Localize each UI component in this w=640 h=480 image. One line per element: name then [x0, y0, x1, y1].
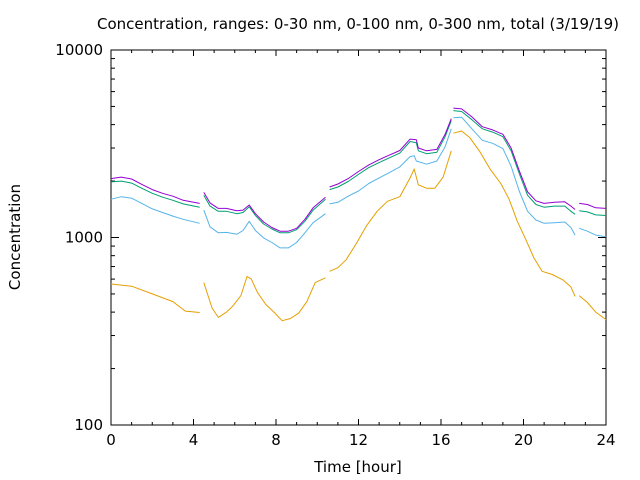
x-axis: 0 4 8 12 16 20 24	[106, 50, 616, 449]
series-3-segment-4	[579, 202, 607, 209]
x-tick-label: 20	[514, 431, 533, 449]
y-tick-label: 100	[74, 416, 103, 434]
series-0-segment-4	[578, 295, 607, 321]
x-tick-label: 12	[349, 431, 368, 449]
series-1-segment-3	[453, 116, 576, 236]
x-tick-label: 24	[596, 431, 615, 449]
series-0-segment-0	[110, 283, 200, 313]
x-axis-label: Time [hour]	[313, 458, 402, 476]
series-1-segment-1	[203, 209, 326, 249]
series-0-segment-2	[329, 150, 452, 272]
series-2-segment-4	[579, 210, 607, 216]
y-axis-label: Concentration	[6, 184, 24, 290]
x-tick-label: 4	[189, 431, 199, 449]
plot-frame	[110, 49, 607, 426]
series-1-segment-4	[579, 227, 607, 238]
y-tick-label: 1000	[65, 229, 103, 247]
series-3-segment-0	[110, 176, 200, 204]
series-2-segment-0	[110, 180, 200, 208]
series-2-segment-3	[453, 110, 576, 215]
series-3-segment-1	[203, 192, 326, 232]
series-0-segment-1	[203, 275, 326, 322]
x-tick-label: 0	[106, 431, 116, 449]
series-0-segment-3	[453, 130, 576, 297]
series-layer	[110, 107, 607, 322]
series-3-segment-3	[453, 107, 576, 210]
y-axis: 100 1000 10000	[55, 41, 606, 434]
x-tick-label: 16	[431, 431, 450, 449]
series-2-segment-1	[203, 195, 326, 234]
x-tick-label: 8	[271, 431, 281, 449]
series-2-segment-2	[329, 120, 452, 191]
series-3-segment-2	[329, 118, 452, 188]
chart-title: Concentration, ranges: 0-30 nm, 0-100 nm…	[97, 15, 619, 33]
y-tick-label: 10000	[55, 41, 103, 59]
series-1-segment-2	[329, 128, 452, 205]
series-1-segment-0	[110, 196, 200, 224]
